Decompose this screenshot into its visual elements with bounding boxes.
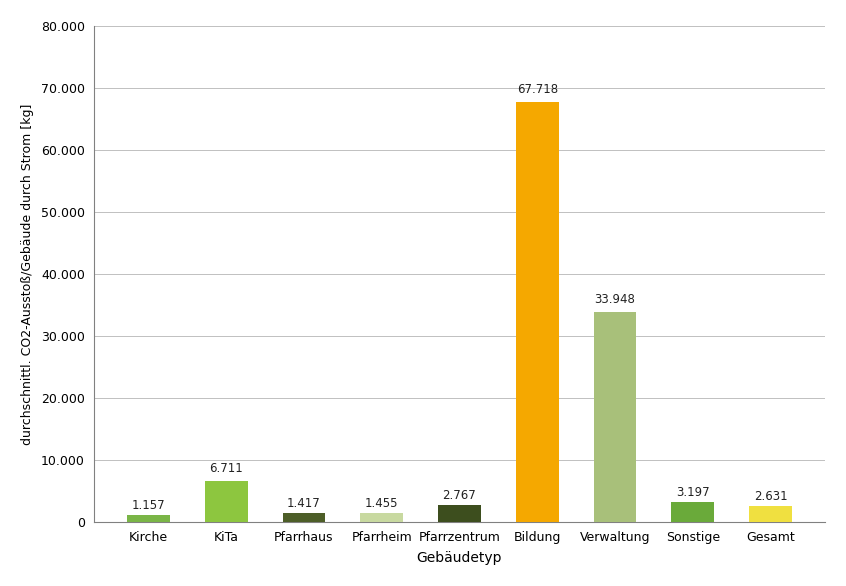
Text: 1.417: 1.417 [287,498,321,510]
Text: 33.948: 33.948 [595,293,635,306]
Bar [672,502,714,522]
Bar [283,513,326,522]
Bar [438,505,481,522]
Bar [516,102,558,522]
Bar [127,515,170,522]
Text: 1.157: 1.157 [132,499,165,512]
Text: 1.455: 1.455 [365,497,398,510]
Text: 67.718: 67.718 [517,83,558,97]
Bar [750,506,792,522]
Bar [360,513,403,522]
Bar [594,312,636,522]
X-axis label: Gebäudetyp: Gebäudetyp [417,551,503,565]
Text: 2.767: 2.767 [442,489,476,502]
Text: 3.197: 3.197 [676,486,710,499]
Text: 2.631: 2.631 [754,490,788,503]
Y-axis label: durchschnittl. CO2-Ausstoß/Gebäude durch Strom [kg]: durchschnittl. CO2-Ausstoß/Gebäude durch… [21,103,34,445]
Text: 6.711: 6.711 [209,462,243,475]
Bar [205,481,248,522]
